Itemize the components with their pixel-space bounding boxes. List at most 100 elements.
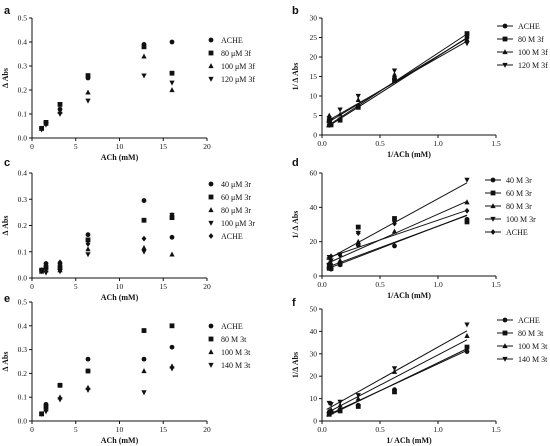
x-tick-label: 5 [74,282,78,291]
panel-b: b 0.0 0.5 1.0 1.5 0 5 10 15 20 25 30 1/ACh (mM) 1/ Δ … [291,5,548,159]
data-point [85,356,91,362]
legend-label: ACHE [221,322,243,331]
data-point [141,235,147,242]
panel-a: a 0 5 10 15 20 0.0 0.1 0.2 0.3 0.4 0.5 ACh (mM) Δ Abs… [1,5,255,162]
data-point [328,406,334,412]
data-point [57,269,63,275]
legend-label: 100 M 3t [221,348,251,357]
y-tick-label: 0.2 [18,221,28,230]
data-point [141,249,147,255]
y-tick-label: 0.2 [18,86,28,95]
legend-label: 100 M 3r [506,215,536,224]
data-point [328,118,334,124]
data-point [169,366,175,372]
panel-letter: d [292,157,299,169]
data-point [328,402,334,408]
x-tick-label: 15 [160,142,168,151]
data-point [85,232,91,238]
legend-marker [208,362,214,368]
y-tick-label: 40 [310,203,318,212]
x-tick-label: 0 [30,282,34,291]
data-point [39,267,45,274]
data-point [141,217,147,223]
legend-label: 80 μM 3f [221,49,251,58]
data-point [337,408,343,414]
legend-label: 80 M 3t [518,329,544,338]
data-point [38,411,45,417]
x-tick-label: 0.5 [375,280,385,289]
data-point [392,78,397,83]
legend-label: 140 M 3t [221,361,251,370]
data-point [464,344,470,350]
data-point [43,270,49,276]
x-tick-label: 10 [116,142,124,151]
y-tick-label: 20 [310,372,318,381]
x-tick-label: 0.0 [317,139,327,148]
legend-marker [502,356,508,362]
legend-marker [208,207,214,213]
data-point [464,36,470,42]
data-point [57,102,63,107]
x-tick-label: 5 [74,425,78,434]
y-tick-label: 0 [313,131,317,140]
data-point [169,323,175,329]
data-point [392,216,397,221]
data-point [337,399,343,405]
data-point [337,261,343,267]
legend-marker [502,23,508,29]
fit-line [326,339,468,414]
legend-marker [490,203,496,209]
y-tick-label: 10 [310,394,318,403]
x-tick-label: 15 [160,282,168,291]
data-point [328,265,334,271]
data-point [464,333,470,339]
data-point [43,409,49,415]
data-point [355,93,361,99]
data-point [169,212,175,218]
x-tick-label: 1.0 [433,280,443,289]
y-tick-label: 0.1 [18,247,28,256]
data-point [43,263,49,270]
legend-marker [208,181,214,187]
panel-f: f 0.0 0.5 1.0 1.5 0 10 20 30 40 50 1/ ACh (mM) 1/Δ A… [291,297,548,445]
legend-marker [208,37,214,43]
x-axis-label: ACh (mM) [101,293,139,302]
y-tick-label: 0.0 [18,417,28,426]
data-point [337,402,343,408]
legend-marker [490,229,496,235]
legend-marker [208,233,214,239]
data-point [85,387,91,393]
y-tick-label: 0 [313,272,317,281]
y-tick-label: 0.5 [18,298,28,307]
data-point [85,252,91,258]
panel-letter: b [292,5,299,17]
x-tick-label: 5 [74,142,78,151]
data-point [391,366,398,372]
legend-label: 100 M 3f [518,48,548,57]
x-tick-label: 10 [116,425,124,434]
y-tick-label: 0.3 [18,345,28,354]
data-point [464,41,470,47]
legend-marker [208,50,214,56]
legend-label: 100 μM 3r [221,219,255,228]
data-point [326,255,332,261]
data-point [355,242,361,248]
data-point [169,39,175,45]
data-point [355,393,361,399]
data-point [85,73,91,78]
data-point [464,219,470,225]
data-point [141,73,147,79]
legend-marker [502,317,508,323]
data-point [169,70,175,76]
data-point [85,368,91,374]
y-tick-label: 0.4 [18,321,28,330]
data-point [169,80,175,86]
x-tick-label: 1.0 [433,425,443,434]
legend-marker [502,36,508,42]
data-point [464,349,470,354]
fit-line [326,215,468,268]
x-axis-label: ACh (mM) [101,153,139,162]
data-point [464,199,470,205]
y-tick-label: 0.1 [18,110,28,119]
